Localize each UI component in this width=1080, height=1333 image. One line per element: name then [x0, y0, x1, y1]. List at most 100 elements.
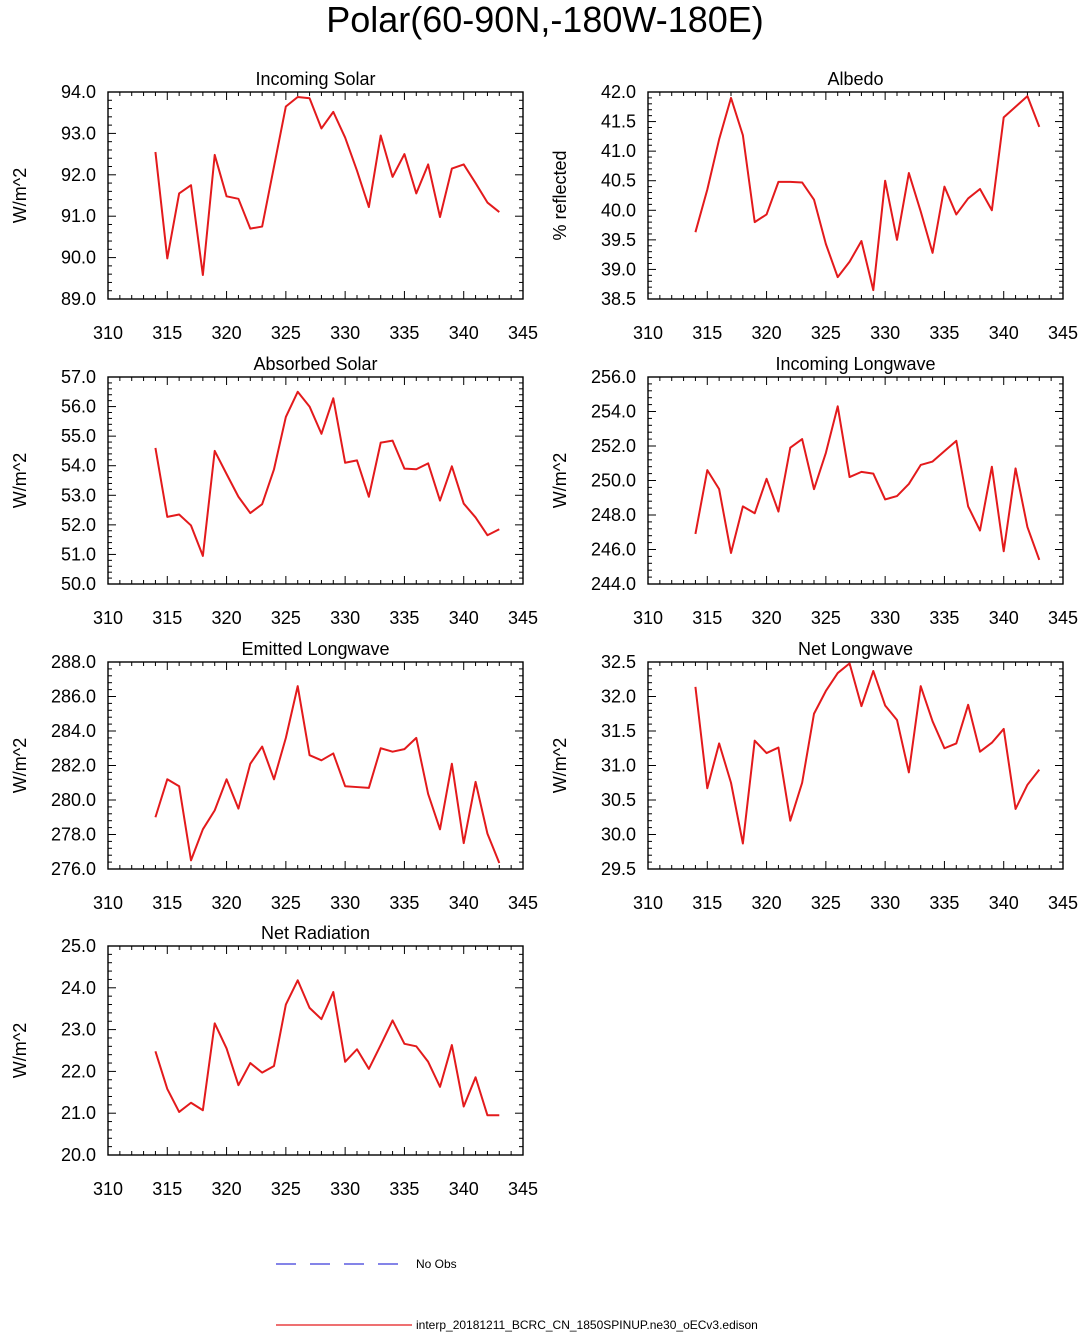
y-tick-label: 94.0: [61, 82, 96, 102]
x-tick-label: 330: [330, 608, 360, 628]
series-line: [694, 405, 1041, 561]
x-tick-label: 335: [929, 893, 959, 913]
y-tick-label: 246.0: [591, 540, 636, 560]
x-tick-label: 330: [870, 323, 900, 343]
x-tick-label: 320: [752, 893, 782, 913]
x-tick-label: 330: [870, 893, 900, 913]
x-tick-label: 310: [93, 1179, 123, 1199]
y-tick-label: 52.0: [61, 515, 96, 535]
y-tick-label: 50.0: [61, 574, 96, 594]
chart-title: Absorbed Solar: [253, 354, 377, 374]
y-tick-label: 252.0: [591, 436, 636, 456]
y-tick-label: 282.0: [51, 756, 96, 776]
y-tick-label: 41.0: [601, 141, 636, 161]
plot-frame: [107, 945, 524, 1156]
y-tick-label: 30.5: [601, 790, 636, 810]
x-tick-label: 310: [633, 608, 663, 628]
panels: Incoming Solar W/m^2 310 315 320 325 330 335 340…: [10, 69, 1078, 1199]
y-tick-label: 22.0: [61, 1061, 96, 1081]
y-tick-label: 30.0: [601, 825, 636, 845]
x-tick-label: 325: [271, 893, 301, 913]
chart-panel: Net Radiation W/m^2 310 315 320 325 330 335 340 3…: [10, 923, 538, 1199]
x-tick-label: 310: [633, 893, 663, 913]
y-tick-label: 54.0: [61, 456, 96, 476]
chart-title: Net Longwave: [798, 639, 913, 659]
x-tick-label: 335: [929, 323, 959, 343]
chart-panel: Incoming Longwave W/m^2 310 315 320 325 330 335…: [550, 354, 1078, 628]
x-tick-label: 335: [389, 608, 419, 628]
y-tick-label: 284.0: [51, 721, 96, 741]
x-tick-label: 315: [152, 893, 182, 913]
chart-panel: Incoming Solar W/m^2 310 315 320 325 330 335 340…: [10, 69, 538, 343]
x-tick-label: 345: [1048, 323, 1078, 343]
y-tick-label: 38.5: [601, 289, 636, 309]
x-tick-label: 320: [212, 323, 242, 343]
chart-panel: Emitted Longwave W/m^2 310 315 320 325 330 335 3…: [10, 639, 538, 913]
x-tick-label: 315: [152, 1179, 182, 1199]
x-tick-label: 330: [330, 323, 360, 343]
y-tick-label: 20.0: [61, 1145, 96, 1165]
y-tick-label: 92.0: [61, 165, 96, 185]
chart-title: Incoming Longwave: [775, 354, 935, 374]
plot-frame: [107, 376, 524, 585]
chart-title: Incoming Solar: [255, 69, 375, 89]
x-tick-label: 340: [989, 608, 1019, 628]
y-tick-label: 21.0: [61, 1103, 96, 1123]
y-tick-label: 39.0: [601, 259, 636, 279]
y-tick-label: 55.0: [61, 426, 96, 446]
x-tick-label: 325: [811, 608, 841, 628]
y-tick-label: 24.0: [61, 978, 96, 998]
plot-frame: [647, 661, 1064, 870]
chart-title: Net Radiation: [261, 923, 370, 943]
y-tick-label: 31.0: [601, 756, 636, 776]
x-tick-label: 325: [271, 1179, 301, 1199]
x-tick-label: 315: [692, 323, 722, 343]
y-tick-label: 56.0: [61, 397, 96, 417]
y-tick-label: 53.0: [61, 485, 96, 505]
y-tick-label: 42.0: [601, 82, 636, 102]
x-tick-label: 345: [508, 608, 538, 628]
y-tick-label: 32.5: [601, 652, 636, 672]
x-tick-label: 310: [93, 893, 123, 913]
x-tick-label: 330: [330, 893, 360, 913]
y-tick-label: 31.5: [601, 721, 636, 741]
y-axis-label: W/m^2: [10, 168, 30, 223]
x-tick-label: 340: [449, 1179, 479, 1199]
y-tick-label: 286.0: [51, 687, 96, 707]
y-tick-label: 89.0: [61, 289, 96, 309]
x-tick-label: 335: [929, 608, 959, 628]
x-tick-label: 345: [1048, 608, 1078, 628]
x-tick-label: 315: [692, 893, 722, 913]
y-tick-label: 40.5: [601, 171, 636, 191]
plot-frame: [647, 91, 1064, 300]
chart-title: Albedo: [827, 69, 883, 89]
x-tick-label: 330: [870, 608, 900, 628]
y-axis-label: % reflected: [550, 150, 570, 240]
y-tick-label: 248.0: [591, 505, 636, 525]
x-tick-label: 325: [811, 323, 841, 343]
y-tick-label: 91.0: [61, 206, 96, 226]
x-tick-label: 340: [449, 608, 479, 628]
y-tick-label: 57.0: [61, 367, 96, 387]
x-tick-label: 345: [508, 323, 538, 343]
x-tick-label: 340: [989, 893, 1019, 913]
y-tick-label: 39.5: [601, 230, 636, 250]
y-axis-label: W/m^2: [10, 1023, 30, 1078]
y-axis-label: W/m^2: [550, 738, 570, 793]
x-tick-label: 345: [508, 1179, 538, 1199]
x-tick-label: 320: [752, 323, 782, 343]
legend-model-label: interp_20181211_BCRC_CN_1850SPINUP.ne30_…: [416, 1318, 758, 1332]
y-tick-label: 93.0: [61, 123, 96, 143]
x-tick-label: 335: [389, 893, 419, 913]
series-line: [154, 979, 500, 1117]
x-tick-label: 345: [508, 893, 538, 913]
y-tick-label: 254.0: [591, 402, 636, 422]
y-tick-label: 40.0: [601, 200, 636, 220]
y-tick-label: 29.5: [601, 859, 636, 879]
legend-obs-label: No Obs: [416, 1257, 457, 1271]
y-tick-label: 32.0: [601, 687, 636, 707]
x-tick-label: 325: [811, 893, 841, 913]
series-line: [694, 662, 1041, 845]
chart-panel: Net Longwave W/m^2 310 315 320 325 330 335 340 34…: [550, 639, 1078, 913]
